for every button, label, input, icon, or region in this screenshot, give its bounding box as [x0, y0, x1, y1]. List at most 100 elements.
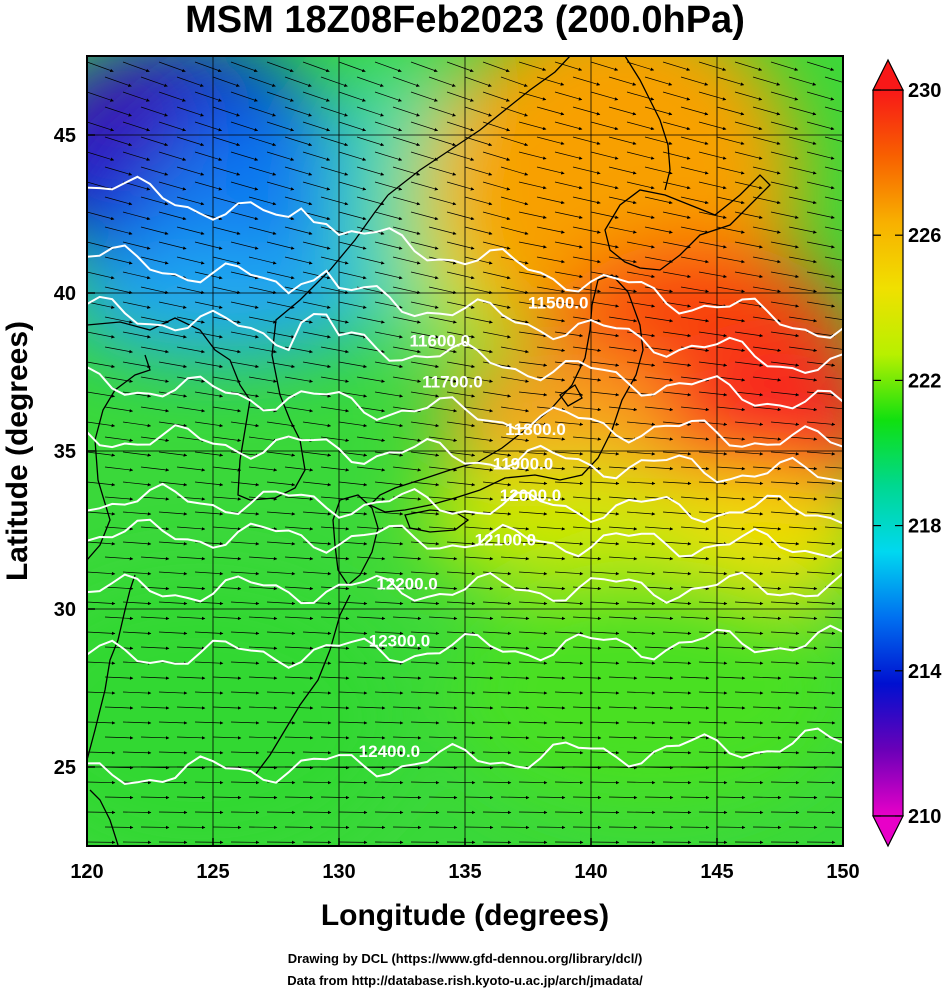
wind-arrow [608, 196, 637, 205]
wind-arrow [464, 316, 493, 324]
wind-arrow [608, 466, 638, 471]
wind-arrow [698, 751, 728, 755]
wind-arrow [770, 151, 799, 160]
wind-arrow [392, 646, 422, 650]
wind-arrow [87, 391, 115, 398]
wind-arrow [410, 181, 439, 191]
wind-arrow [140, 616, 170, 621]
wind-arrow [572, 76, 601, 86]
wind-arrow [788, 795, 818, 800]
wind-arrow [176, 376, 205, 383]
wind-arrow [824, 706, 843, 709]
x-tick-label: 140 [574, 861, 607, 883]
wind-arrow [752, 376, 782, 382]
wind-arrow [608, 226, 637, 234]
wind-arrow [500, 286, 529, 295]
wind-arrow [536, 346, 566, 353]
wind-arrow [536, 286, 565, 293]
wind-arrow [194, 91, 222, 102]
wind-arrow [194, 181, 223, 191]
wind-arrow [87, 241, 115, 250]
wind-arrow [356, 406, 386, 413]
wind-arrow [482, 631, 512, 636]
wind-arrow [284, 256, 313, 265]
wind-arrow [608, 166, 637, 175]
wind-arrow [500, 496, 530, 501]
wind-arrow [788, 526, 818, 531]
coastlines [87, 56, 771, 846]
wind-arrow [806, 481, 836, 486]
wind-arrow [464, 376, 493, 383]
wind-arrow [644, 196, 673, 205]
wind-arrow [428, 616, 458, 621]
wind-arrow [788, 346, 818, 353]
wind-arrow [392, 286, 421, 295]
wind-arrow [536, 196, 565, 205]
wind-arrow [212, 676, 242, 680]
wind-arrow [608, 616, 638, 621]
wind-arrow [374, 631, 404, 636]
wind-arrow [428, 316, 457, 324]
wind-arrow [212, 376, 241, 383]
wind-arrow [518, 151, 547, 160]
wind-arrow [680, 676, 710, 680]
wind-arrow [536, 136, 565, 145]
colorbar-max-arrow [872, 58, 904, 91]
wind-arrow [194, 661, 224, 665]
wind-arrow [608, 586, 638, 591]
wind-arrow [284, 376, 313, 383]
wind-arrow [194, 361, 223, 369]
wind-arrow [752, 676, 782, 680]
wind-arrow [806, 241, 835, 249]
wind-arrow [320, 196, 349, 206]
wind-arrow [464, 526, 494, 531]
wind-arrow [590, 721, 620, 725]
wind-arrow [320, 376, 349, 383]
wind-arrow [87, 271, 115, 280]
wind-arrow [806, 91, 835, 101]
wind-arrow [122, 691, 152, 695]
wind-arrow [248, 586, 278, 591]
wind-arrow [518, 211, 547, 219]
wind-arrow [248, 256, 277, 265]
wind-arrow [500, 526, 530, 531]
wind-arrow [500, 106, 528, 117]
wind-arrow [590, 451, 620, 456]
wind-arrow [104, 166, 133, 176]
chart-title: MSM 18Z08Feb2023 (200.0hPa) [185, 0, 745, 41]
wind-arrow [680, 166, 709, 175]
wind-arrow [806, 421, 836, 427]
wind-arrow [266, 61, 294, 73]
wind-arrow [626, 631, 656, 636]
wind-arrow [248, 436, 278, 443]
coastline-china-south [87, 574, 136, 761]
wind-arrow [87, 780, 116, 785]
wind-arrow [806, 541, 836, 546]
wind-arrow [824, 376, 843, 380]
wind-arrow [176, 676, 206, 680]
wind-arrow [320, 736, 350, 740]
wind-arrow [482, 481, 512, 487]
wind-arrow [428, 436, 458, 443]
wind-arrow [734, 331, 764, 338]
wind-arrow [536, 256, 565, 264]
wind-arrow [464, 196, 493, 206]
wind-arrow [87, 571, 116, 576]
wind-arrow [212, 106, 240, 117]
wind-arrow [680, 706, 710, 710]
wind-arrow [410, 121, 438, 132]
wind-arrow [320, 676, 350, 680]
coastline-russia-far-east [387, 56, 571, 196]
wind-arrow [428, 795, 458, 800]
wind-arrow [806, 271, 835, 279]
wind-arrow [536, 436, 566, 441]
wind-arrow [518, 391, 548, 397]
wind-arrow [644, 106, 673, 116]
wind-arrow [482, 181, 511, 191]
wind-arrow [158, 451, 188, 457]
wind-arrow [284, 736, 314, 740]
wind-arrow [644, 226, 673, 234]
wind-arrow [806, 810, 836, 815]
wind-arrow [608, 795, 638, 800]
wind-arrow [194, 631, 224, 636]
